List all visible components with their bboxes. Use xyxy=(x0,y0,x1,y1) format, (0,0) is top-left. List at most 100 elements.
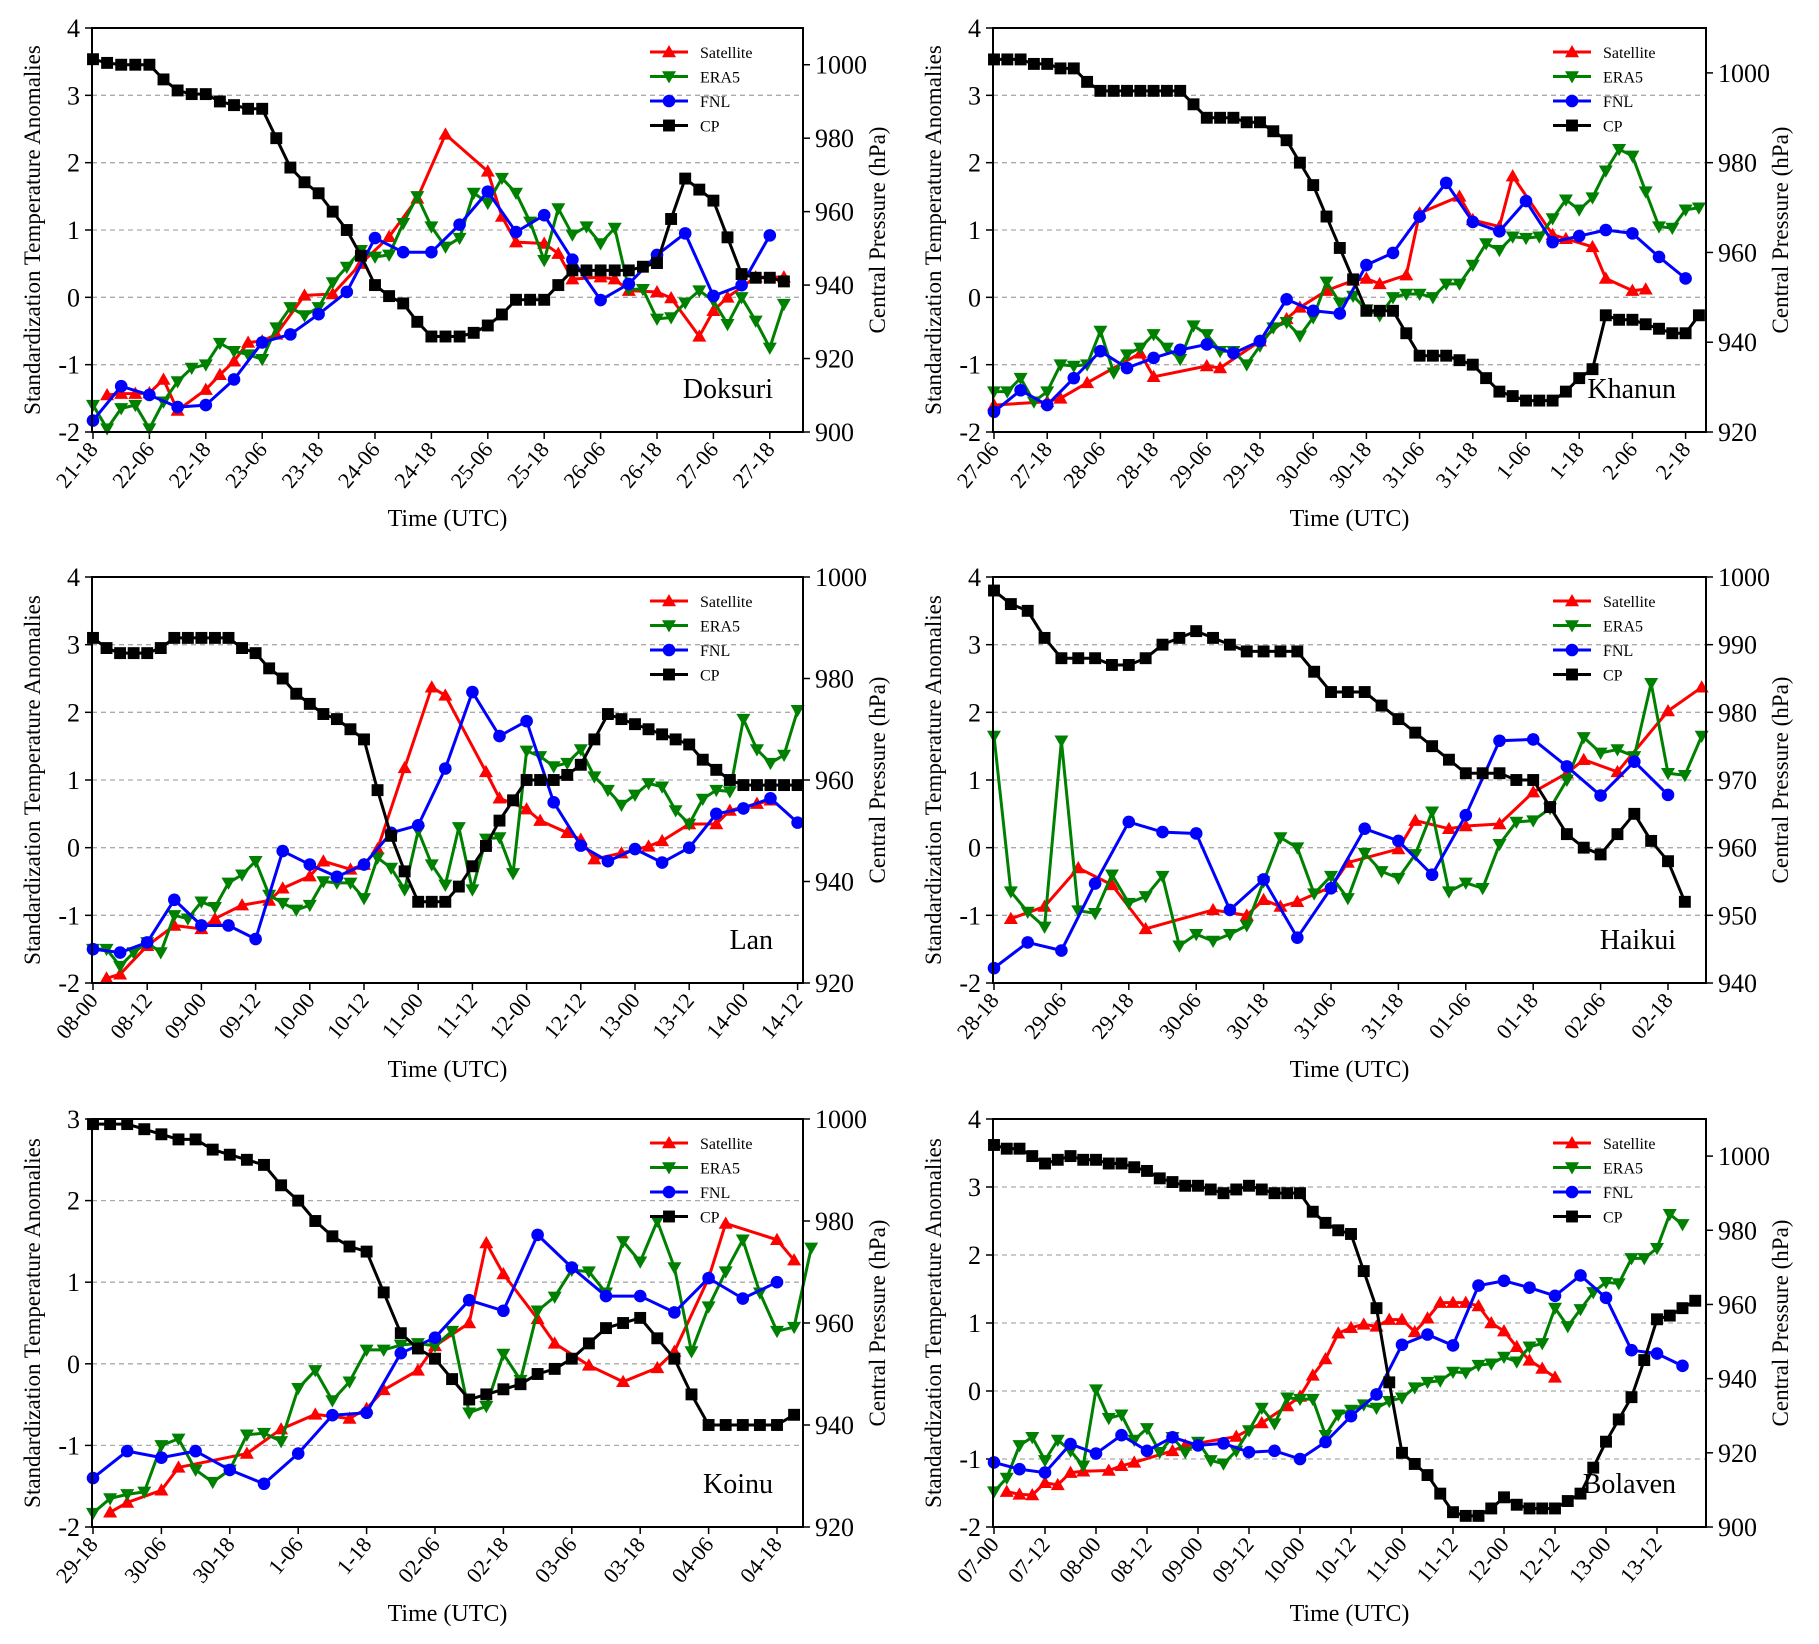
marker-square xyxy=(263,662,276,675)
y-tick-label: 1 xyxy=(968,216,981,245)
marker-triangle-down xyxy=(339,261,354,275)
x-axis-title: Time (UTC) xyxy=(388,1601,508,1627)
y2-tick-label: 940 xyxy=(1718,1365,1757,1394)
marker-triangle-down xyxy=(1475,883,1490,896)
marker-triangle-down xyxy=(114,403,129,416)
marker-triangle-down xyxy=(641,778,656,791)
marker-triangle-up xyxy=(718,1216,733,1229)
marker-square xyxy=(552,279,565,292)
marker-triangle-down xyxy=(579,221,594,234)
y2-tick-label: 990 xyxy=(1718,631,1757,660)
marker-circle xyxy=(1466,215,1480,229)
marker-square xyxy=(270,132,283,145)
marker-square xyxy=(1192,1179,1204,1192)
marker-triangle-up xyxy=(1344,1320,1358,1334)
marker-triangle-down xyxy=(1076,1460,1091,1473)
legend-entry-fnl: FNL xyxy=(650,643,730,660)
marker-triangle-up xyxy=(114,386,129,399)
marker-triangle-down xyxy=(1155,870,1170,884)
marker-triangle-down xyxy=(762,342,777,355)
marker-triangle-up xyxy=(1484,1316,1499,1329)
x-axis-title: Time (UTC) xyxy=(388,1057,508,1083)
marker-triangle-down xyxy=(1677,770,1692,783)
legend-entry-cp: CP xyxy=(650,1210,720,1227)
y2-tick-label: 960 xyxy=(815,198,854,227)
marker-square xyxy=(330,713,343,726)
marker-square xyxy=(467,326,480,339)
marker-square xyxy=(1613,313,1626,326)
marker-triangle-down xyxy=(1106,367,1121,380)
marker-triangle-down xyxy=(1089,1384,1103,1397)
marker-circle xyxy=(1599,1291,1613,1305)
y2-tick-label: 920 xyxy=(1718,418,1757,447)
marker-triangle-up xyxy=(662,594,676,607)
marker-circle xyxy=(1038,1466,1052,1479)
marker-triangle-down xyxy=(560,757,575,771)
legend-label: FNL xyxy=(700,94,730,111)
marker-circle xyxy=(1679,272,1692,285)
marker-triangle-up xyxy=(706,303,721,317)
marker-square xyxy=(1347,273,1360,286)
y-tick-label: 0 xyxy=(67,283,80,312)
marker-triangle-up xyxy=(1576,752,1591,765)
x-tick-label: 09-00 xyxy=(1156,1532,1208,1587)
x-tick-label: 07-12 xyxy=(1003,1532,1055,1587)
x-tick-label: 03-06 xyxy=(529,1532,581,1587)
marker-square xyxy=(1038,631,1051,644)
marker-triangle-up xyxy=(1256,892,1271,906)
x-tick-label: 29-18 xyxy=(1218,437,1270,492)
series-cp xyxy=(87,631,804,908)
marker-triangle-up xyxy=(1290,894,1305,908)
marker-triangle-down xyxy=(1292,330,1307,343)
series-satellite xyxy=(100,127,791,416)
y-tick-label: 0 xyxy=(67,834,80,863)
marker-square xyxy=(1587,1461,1600,1474)
marker-circle xyxy=(114,379,128,393)
x-tick-label: 1-18 xyxy=(331,1532,376,1579)
marker-triangle-down xyxy=(667,1262,682,1275)
marker-triangle-down xyxy=(1319,276,1334,289)
marker-triangle-up xyxy=(1509,1339,1524,1353)
marker-square xyxy=(1345,1228,1357,1240)
x-tick-label: 02-06 xyxy=(393,1532,445,1587)
marker-triangle-down xyxy=(410,191,425,204)
marker-circle xyxy=(678,227,692,240)
marker-circle xyxy=(1395,1338,1409,1352)
marker-triangle-down xyxy=(342,1376,357,1389)
marker-triangle-up xyxy=(1446,1295,1460,1308)
marker-triangle-up xyxy=(171,1460,186,1473)
marker-triangle-up xyxy=(1305,1368,1320,1381)
x-tick-label: 27-06 xyxy=(671,437,723,492)
marker-square xyxy=(601,708,614,720)
marker-square xyxy=(1577,841,1590,854)
marker-circle xyxy=(1565,1185,1579,1199)
marker-triangle-down xyxy=(1492,839,1507,852)
y-tick-label: 2 xyxy=(67,698,80,727)
marker-triangle-up xyxy=(1318,1352,1333,1365)
marker-triangle-down xyxy=(1186,320,1201,333)
marker-square xyxy=(524,293,537,306)
marker-triangle-down xyxy=(1013,372,1028,386)
marker-circle xyxy=(257,1477,271,1491)
marker-triangle-down xyxy=(593,238,608,251)
marker-square xyxy=(1243,1179,1255,1192)
marker-square xyxy=(629,718,641,731)
y2-tick-label: 960 xyxy=(1718,238,1757,267)
marker-circle xyxy=(702,1271,715,1285)
marker-square xyxy=(735,268,748,281)
marker-triangle-up xyxy=(650,1360,665,1374)
y2-axis-title: Central Pressure (hPa) xyxy=(865,127,890,334)
marker-triangle-down xyxy=(1560,1321,1575,1334)
y2-tick-label: 960 xyxy=(1718,834,1757,863)
series-satellite xyxy=(99,680,778,984)
legend-label: ERA5 xyxy=(1603,70,1643,87)
marker-triangle-up xyxy=(1420,1311,1435,1324)
marker-triangle-up xyxy=(1407,1324,1422,1338)
marker-circle xyxy=(1156,825,1169,839)
marker-triangle-up xyxy=(438,688,453,701)
marker-circle xyxy=(707,289,720,303)
marker-triangle-up xyxy=(1053,391,1068,404)
marker-triangle-down xyxy=(1088,908,1103,921)
marker-triangle-up xyxy=(438,127,453,140)
marker-circle xyxy=(1268,1444,1281,1458)
